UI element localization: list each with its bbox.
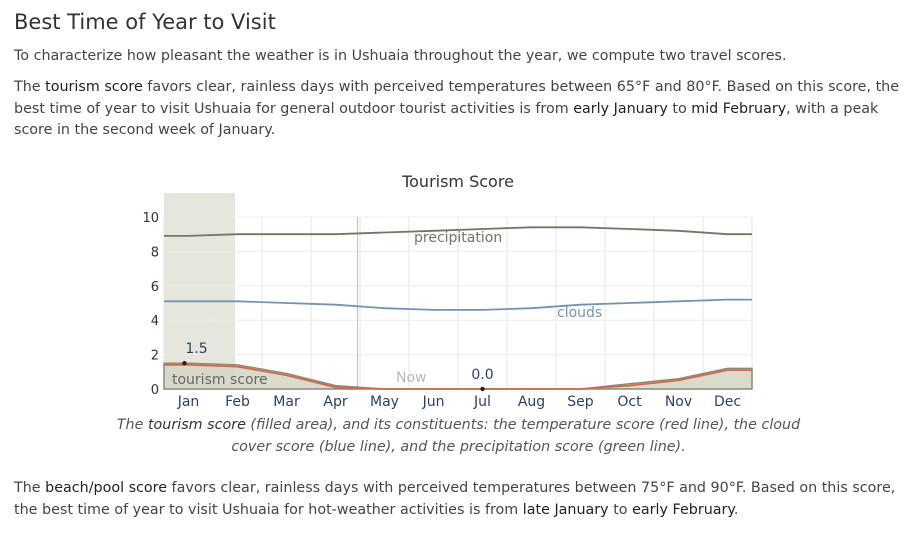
x-tick-label: Oct [617, 394, 642, 410]
y-tick-label: 10 [142, 211, 159, 226]
text-segment: to [667, 100, 692, 117]
best-time-start: early January [573, 100, 668, 117]
x-tick-label: Sep [567, 394, 594, 410]
text-segment: . [733, 501, 739, 518]
text-segment: The [14, 79, 46, 95]
text-segment: favors clear, rainless days with perceiv… [14, 480, 896, 518]
beach-score-term: beach/pool score [45, 480, 168, 496]
now-label: Now [396, 370, 427, 386]
annotation-point [182, 361, 187, 366]
x-tick-label: Nov [665, 394, 692, 410]
temperature-line [164, 364, 752, 390]
text-segment: The [116, 417, 148, 433]
x-tick-label: Jan [177, 394, 200, 410]
chart-caption: The tourism score (filled area), and its… [100, 415, 817, 458]
best-time-band [164, 193, 236, 389]
beach-score-paragraph: The beach/pool score favors clear, rainl… [14, 478, 900, 521]
x-tick-label: Aug [518, 394, 545, 410]
annotation-label: 0.0 [471, 367, 493, 383]
x-tick-label: Apr [323, 394, 347, 410]
x-tick-label: May [370, 394, 399, 410]
annotation-label: 1.5 [185, 341, 207, 357]
x-tick-label: Mar [273, 394, 300, 410]
tourism-score-label: tourism score [172, 372, 268, 388]
y-tick-label: 4 [151, 314, 159, 329]
best-time-end: mid February [691, 100, 787, 117]
tourism-score-term: tourism score [45, 79, 143, 95]
text-segment: (filled area), and its constituents: the… [231, 417, 801, 455]
y-tick-label: 0 [151, 383, 159, 398]
chart-svg: Tourism Score 0 2 4 6 8 10 Jan Feb Mar Apr May Jun Ju… [142, 172, 753, 410]
y-tick-label: 6 [151, 280, 159, 295]
tourism-score-chart: Tourism Score 0 2 4 6 8 10 Jan Feb Mar Apr May Jun Ju… [0, 160, 907, 460]
beach-time-end: early February [632, 501, 734, 518]
clouds-label: clouds [557, 305, 602, 321]
text-segment: favors clear, rainless days with perceiv… [14, 79, 900, 117]
precipitation-label: precipitation [414, 230, 502, 246]
text-segment: , with a peak score in the second week o… [14, 100, 879, 139]
x-tick-label: Dec [714, 394, 741, 410]
annotation-point [480, 386, 485, 392]
x-tick-label: Feb [225, 394, 250, 410]
intro-paragraph: To characterize how pleasant the weather… [14, 48, 787, 64]
tourism-score-paragraph: The tourism score favors clear, rainless… [14, 77, 900, 142]
x-tick-label: Jun [422, 394, 445, 410]
y-tick-label: 2 [151, 349, 159, 364]
chart-title: Tourism Score [401, 172, 514, 191]
x-tick-label: Jul [473, 394, 491, 410]
text-segment: to [608, 501, 633, 518]
precipitation-line [164, 226, 752, 237]
text-segment: The [14, 480, 46, 496]
clouds-line [164, 298, 752, 311]
beach-time-start: late January [522, 501, 609, 518]
y-tick-label: 8 [151, 245, 159, 260]
caption-term: tourism score [147, 417, 246, 433]
section-heading: Best Time of Year to Visit [14, 10, 276, 34]
